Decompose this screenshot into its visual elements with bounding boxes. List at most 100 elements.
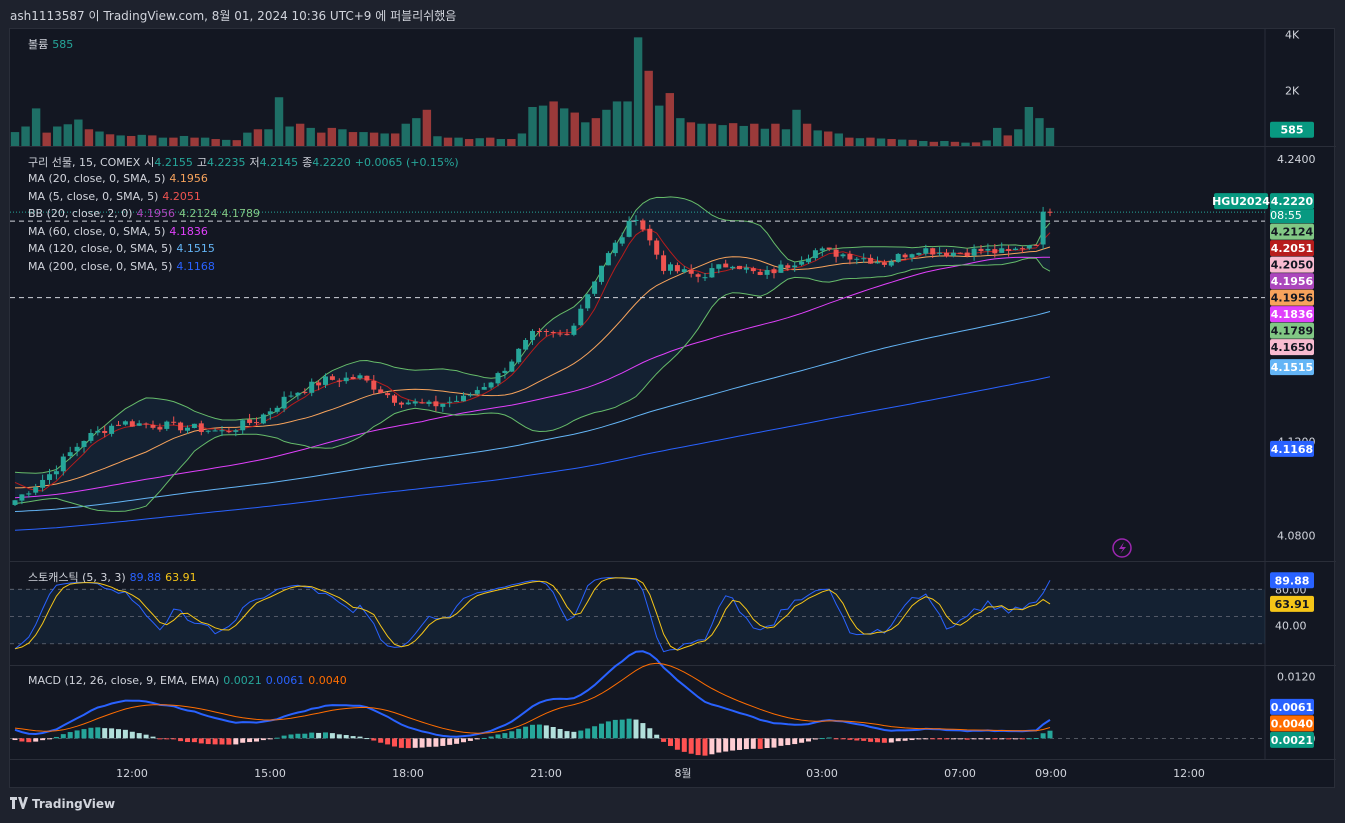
- candle-body: [219, 430, 225, 432]
- macd-hist-bar: [937, 738, 943, 740]
- macd-hist-bar: [385, 738, 391, 745]
- candle-body: [523, 339, 529, 350]
- macd-hist-bar: [343, 735, 349, 739]
- volume-bar: [1035, 118, 1044, 146]
- macd-hist-bar: [681, 738, 687, 752]
- tradingview-logo-icon: [10, 797, 28, 809]
- candle-body: [205, 430, 211, 432]
- volume-bar: [422, 109, 432, 146]
- candle-body: [785, 265, 791, 268]
- candle-body: [143, 423, 149, 425]
- chart-panel[interactable]: 4.24004.12004.08004K2K80.0040.000.01200.…: [9, 28, 1336, 789]
- candle-body: [812, 250, 818, 259]
- candle-body: [371, 380, 377, 390]
- macd-hist-bar: [530, 724, 535, 739]
- macd-hist-bar: [226, 738, 232, 745]
- macd-hist-bar: [233, 738, 239, 745]
- volume-bar: [137, 134, 146, 146]
- macd-hist-bar: [171, 738, 177, 740]
- candle-body: [674, 265, 680, 272]
- candle-body: [26, 493, 32, 495]
- candle-body: [937, 252, 943, 254]
- candle-body: [985, 248, 991, 251]
- candle-body: [171, 421, 177, 423]
- macd-hist-bar: [116, 729, 121, 739]
- volume-bar: [929, 141, 939, 146]
- volume-bar: [433, 136, 442, 146]
- candle-body: [1026, 245, 1032, 249]
- price-badge-text: 4.2050: [1271, 259, 1314, 272]
- legend-ma20-label[interactable]: MA (20, close, 0, SMA, 5): [28, 172, 166, 185]
- macd-hist-bar: [509, 731, 515, 739]
- price-badge-text: 4.2220: [1271, 195, 1314, 208]
- candle-body: [861, 258, 867, 260]
- macd-hist-bar: [633, 719, 639, 739]
- macd-hist-bar: [875, 738, 880, 743]
- legend-close-value: 4.2220: [312, 156, 351, 169]
- time-tick-label: 03:00: [806, 767, 838, 780]
- macd-hist-bar: [274, 737, 280, 739]
- legend-symbol-title[interactable]: 구리 선물, 15, COMEX: [28, 156, 141, 169]
- macd-hist-bar: [102, 728, 108, 739]
- macd-hist-bar: [605, 721, 611, 739]
- time-tick-label: 09:00: [1035, 767, 1067, 780]
- volume-bar: [559, 108, 569, 146]
- macd-hist-bar: [550, 726, 556, 739]
- candle-body: [1033, 244, 1039, 246]
- legend-macd-label[interactable]: MACD (12, 26, close, 9, EMA, EMA): [28, 674, 220, 687]
- legend-macd-signal: 0.0040: [308, 674, 347, 687]
- candle-body: [109, 425, 115, 434]
- legend-change-value: +0.0065 (+0.15%): [354, 156, 459, 169]
- candle-body: [329, 376, 335, 380]
- macd-hist-bar: [695, 738, 701, 756]
- volume-bar: [697, 123, 706, 146]
- candle-body: [357, 375, 363, 379]
- price-badge-text: 4.1515: [1271, 361, 1313, 374]
- volume-bar: [1024, 107, 1034, 146]
- candle-body: [923, 248, 929, 254]
- legend-ma5-label[interactable]: MA (5, close, 0, SMA, 5): [28, 190, 159, 203]
- macd-hist-bar: [467, 738, 473, 741]
- chart-svg[interactable]: 4.24004.12004.08004K2K80.0040.000.01200.…: [10, 29, 1336, 789]
- candle-body: [819, 248, 825, 251]
- bb-lower-line: [14, 257, 1051, 512]
- candle-body: [916, 252, 922, 255]
- legend-stoch-label[interactable]: 스토캐스틱 (5, 3, 3): [28, 571, 126, 584]
- legend-close-label: 종: [302, 156, 313, 169]
- legend-ma60-label[interactable]: MA (60, close, 0, SMA, 5): [28, 225, 166, 238]
- macd-hist-bar: [440, 738, 446, 746]
- price-badge: [1270, 306, 1314, 323]
- time-tick-label: 15:00: [254, 767, 286, 780]
- legend-bb-label[interactable]: BB (20, close, 2, 0): [28, 207, 133, 220]
- volume-bar: [359, 132, 368, 146]
- legend-macd-line: 0.0061: [265, 674, 305, 687]
- macd-hist-bar: [371, 738, 377, 741]
- candle-body: [550, 332, 556, 334]
- legend-ma120-label[interactable]: MA (120, close, 0, SMA, 5): [28, 242, 173, 255]
- macd-hist-bar: [122, 729, 128, 739]
- tradingview-footer[interactable]: TradingView: [10, 797, 115, 811]
- volume-bar: [486, 137, 495, 146]
- macd-hist-bar: [254, 738, 259, 742]
- macd-hist-bar: [281, 735, 287, 739]
- macd-hist-bar: [240, 738, 246, 743]
- candle-body: [343, 377, 349, 382]
- volume-bar: [612, 101, 622, 146]
- price-badge-text: 4.1789: [1271, 325, 1313, 338]
- macd-hist-bar: [157, 738, 163, 740]
- candle-body: [978, 248, 984, 252]
- macd-hist-bar: [19, 738, 25, 742]
- legend-ma200-label[interactable]: MA (200, close, 0, SMA, 5): [28, 260, 173, 273]
- candle-body: [564, 334, 570, 336]
- volume-bar: [84, 129, 94, 146]
- macd-hist-bar: [799, 738, 805, 743]
- macd-hist-bar: [654, 734, 660, 739]
- volume-bar: [243, 132, 252, 146]
- macd-hist-bar: [516, 728, 522, 739]
- macd-hist-bar: [619, 719, 625, 739]
- candle-body: [605, 253, 611, 266]
- macd-hist-bar: [74, 730, 80, 739]
- candle-body: [81, 440, 87, 447]
- candle-body: [323, 376, 328, 385]
- macd-hist-bar: [412, 738, 418, 748]
